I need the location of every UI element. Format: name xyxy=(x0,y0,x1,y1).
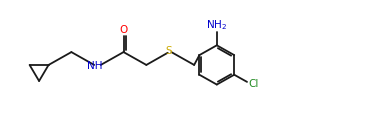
Text: NH: NH xyxy=(87,61,102,71)
Text: S: S xyxy=(166,46,172,56)
Text: NH$_2$: NH$_2$ xyxy=(206,18,228,32)
Text: O: O xyxy=(119,25,128,35)
Text: Cl: Cl xyxy=(248,79,259,89)
